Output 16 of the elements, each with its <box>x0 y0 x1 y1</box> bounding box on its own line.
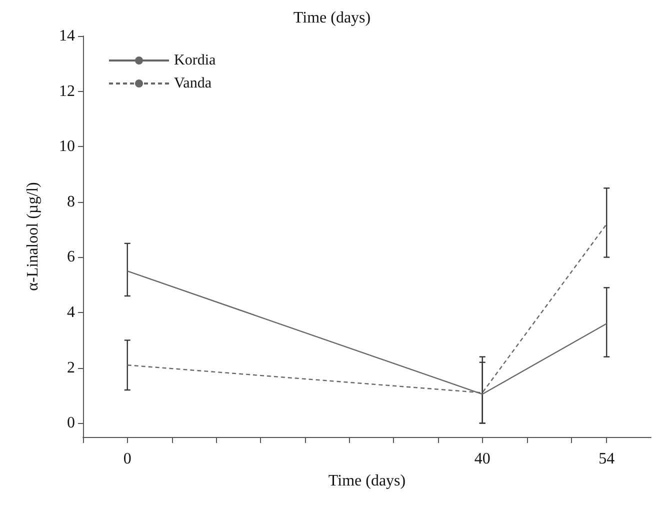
legend-label: Vanda <box>174 76 212 92</box>
y-tick-label: 10 <box>59 138 75 156</box>
text: Time (days) <box>293 10 371 26</box>
y-tick-label: 6 <box>67 248 75 266</box>
y-axis-title: α-Linalool (µg/l) <box>24 182 42 291</box>
y-tick-label: 4 <box>67 304 75 322</box>
x-tick-label: 0 <box>123 450 132 468</box>
y-tick-label: 8 <box>67 193 75 210</box>
y-tick-label: 12 <box>59 82 75 100</box>
y-tick-label: 2 <box>67 359 75 376</box>
x-axis-title: Time (days) <box>328 472 406 490</box>
y-tick-label: 14 <box>59 28 75 44</box>
x-tick-label: 40 <box>474 450 490 468</box>
legend-label: Kordia <box>174 52 216 68</box>
x-tick-label: 54 <box>598 450 615 468</box>
y-tick-label: 0 <box>67 414 75 432</box>
